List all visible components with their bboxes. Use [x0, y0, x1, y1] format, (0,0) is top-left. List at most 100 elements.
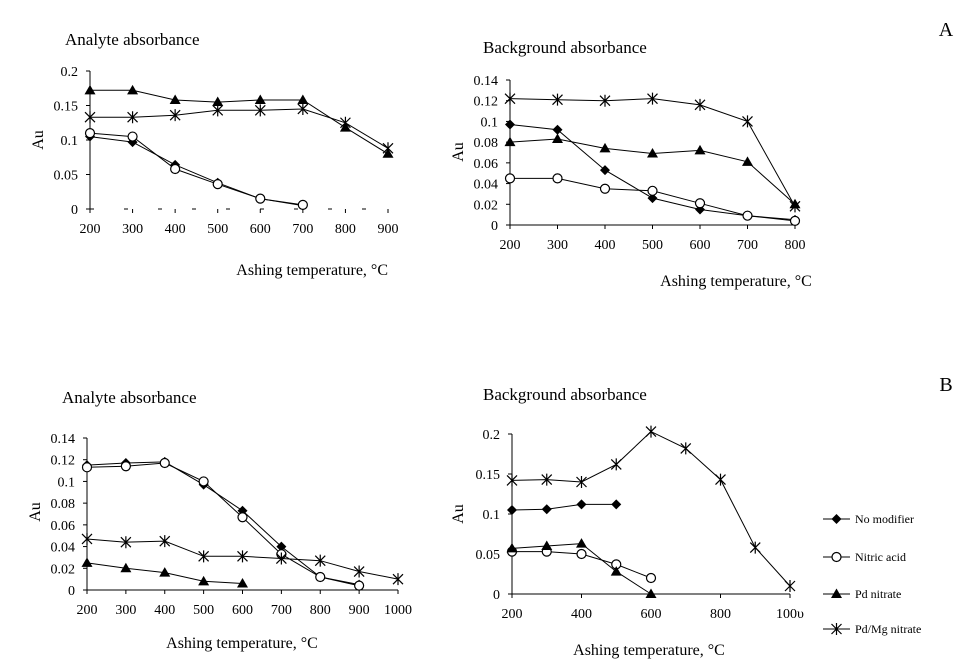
chart-1-xtick-label: 200: [80, 222, 101, 237]
chart-4: Background absorbance Au Ashing temperatur…: [450, 385, 804, 659]
chart-4-ytick-label: 0.2: [483, 428, 501, 443]
chart-1-title: Analyte absorbance: [65, 30, 200, 49]
data-point-pd-mg-nitrate: [353, 565, 365, 578]
chart-1-ytick-label: 0: [71, 203, 78, 218]
data-point-pd-nitrate: [159, 567, 171, 577]
chart-3-xtick-label: 900: [349, 603, 370, 618]
data-point-pd-mg-nitrate: [392, 573, 404, 586]
chart-2-xtick-label: 700: [737, 238, 758, 253]
chart-2-xtick-label: 400: [595, 238, 616, 253]
panel-label-a: A: [939, 19, 954, 41]
data-point-nitric-acid: [198, 476, 209, 487]
data-point-pd-mg-nitrate: [81, 532, 93, 545]
chart-1-series-pd-mg-nitrate: [84, 102, 394, 155]
chart-2-xtick-label: 500: [642, 238, 663, 253]
chart-4-xlabel: Ashing temperature, °C: [573, 642, 725, 659]
chart-1-xtick-label: 500: [207, 222, 228, 237]
chart-3-xtick-label: 700: [271, 603, 292, 618]
chart-1-xlabel: Ashing temperature, °C: [236, 262, 388, 279]
data-point-pd-mg-nitrate: [680, 442, 692, 455]
data-point-nitric-acid: [255, 193, 266, 204]
data-point-nitric-acid: [84, 128, 96, 139]
data-point-pd-nitrate: [576, 538, 587, 548]
data-point-nitric-acid: [170, 163, 181, 175]
data-point-pd-nitrate: [552, 133, 563, 144]
data-point-pd-nitrate: [169, 94, 181, 104]
chart-3-ytick-label: 0.06: [51, 519, 76, 534]
data-point-pd-mg-nitrate: [541, 473, 553, 486]
series-line-no-modifier: [86, 461, 360, 586]
data-point-pd-mg-nitrate: [84, 111, 96, 124]
data-point-nitric-acid: [576, 548, 587, 560]
data-point-pd-mg-nitrate: [198, 550, 210, 563]
chart-2-ytick-label: 0.08: [474, 136, 499, 151]
chart-3: Analyte absorbance Au Ashing temperature, …: [27, 388, 412, 652]
data-point-pd-mg-nitrate: [694, 98, 706, 111]
chart-4-xtick-label: 400: [571, 607, 592, 622]
data-point-pd-nitrate: [599, 142, 611, 153]
chart-1-xtick-label: 900: [378, 222, 399, 237]
chart-1-xtick-label: 400: [165, 222, 186, 237]
charts-layer: Analyte absorbance Au Ashing temperature, …: [27, 30, 812, 659]
data-point-nitric-acid: [742, 210, 753, 221]
data-point-nitric-acid: [81, 462, 93, 473]
data-point-pd-nitrate: [506, 542, 518, 553]
data-point-pd-mg-nitrate: [576, 476, 587, 488]
chart-1-xtick-label: 300: [122, 222, 143, 237]
series-line-nitric-acid: [89, 132, 303, 206]
chart-2-ytick-label: 0: [491, 219, 498, 234]
series-line-pd-mg-nitrate: [90, 108, 389, 149]
chart-1-xtick-label: 800: [335, 222, 356, 237]
chart-4-ytick-label: 0: [493, 588, 500, 603]
data-point-pd-mg-nitrate: [506, 474, 518, 487]
data-point-pd-nitrate: [237, 577, 248, 588]
data-point-nitric-acid: [297, 199, 308, 210]
chart-2-ytick-label: 0.12: [474, 95, 499, 110]
data-point-nitric-acid: [354, 580, 365, 591]
chart-3-title: Analyte absorbance: [62, 388, 197, 407]
data-point-pd-mg-nitrate: [275, 552, 287, 565]
legend-label-no-modifier: No modifier: [855, 512, 914, 526]
legend-label-pd-nitrate: Pd nitrate: [855, 587, 901, 601]
data-point-nitric-acid: [552, 173, 563, 184]
data-point-pd-mg-nitrate: [159, 535, 171, 548]
series-line-pd-mg-nitrate: [511, 430, 791, 587]
legend-marker-diamond: [831, 514, 842, 524]
data-point-pd-mg-nitrate: [742, 115, 753, 128]
series-line-no-modifier: [511, 503, 617, 511]
data-point-nitric-acid: [599, 183, 611, 194]
series-line-no-modifier: [509, 124, 796, 221]
legend-label-nitric-acid: Nitric acid: [855, 550, 906, 564]
data-point-pd-mg-nitrate: [169, 109, 181, 122]
chart-2-ytick-label: 0.06: [474, 157, 499, 172]
chart-3-xtick-label: 200: [77, 603, 98, 618]
data-point-nitric-acid: [645, 572, 657, 584]
data-point-pd-nitrate: [647, 148, 658, 158]
chart-3-series-nitric-acid: [81, 457, 365, 591]
chart-3-ytick-label: 0.1: [58, 475, 76, 490]
data-point-nitric-acid: [694, 198, 706, 209]
data-point-pd-mg-nitrate: [212, 104, 224, 117]
chart-4-xtick-label: 100υ: [776, 607, 804, 622]
chart-4-ytick-label: 0.1: [483, 508, 501, 523]
data-point-pd-mg-nitrate: [504, 92, 516, 105]
chart-2-series-nitric-acid: [504, 173, 801, 226]
legend-entry-no-modifier: No modifier: [823, 512, 914, 526]
chart-4-series-pd-nitrate: [506, 538, 657, 598]
chart-4-xtick-label: 800: [710, 607, 731, 622]
chart-3-xtick-label: 1000: [384, 603, 412, 618]
data-point-pd-nitrate: [84, 84, 96, 95]
chart-2-ytick-label: 0.1: [481, 115, 499, 130]
data-point-pd-nitrate: [254, 94, 266, 104]
data-point-pd-mg-nitrate: [314, 554, 326, 567]
data-point-pd-mg-nitrate: [645, 425, 657, 438]
chart-3-series-pd-nitrate: [81, 557, 248, 588]
chart-4-ytick-label: 0.15: [476, 468, 501, 483]
legend: No modifier Nitric acid Pd nitrate Pd/Mg…: [823, 512, 921, 636]
data-point-pd-mg-nitrate: [340, 116, 351, 129]
data-point-pd-mg-nitrate: [120, 536, 132, 549]
data-point-nitric-acid: [120, 461, 131, 472]
data-point-pd-nitrate: [694, 144, 706, 155]
data-point-pd-mg-nitrate: [784, 580, 796, 592]
data-point-pd-nitrate: [645, 588, 657, 598]
